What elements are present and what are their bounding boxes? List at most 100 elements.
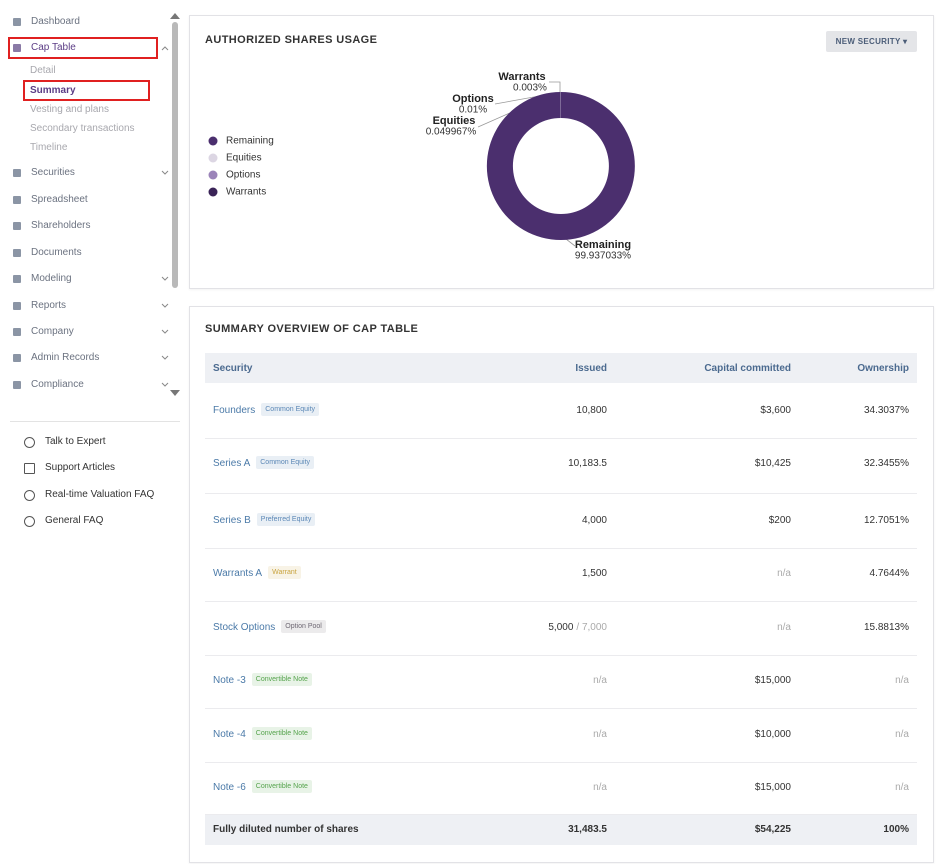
help-link[interactable]: Support Articles (45, 462, 116, 473)
table-cell: $15,000 (754, 782, 791, 793)
table-footer-bg (205, 815, 917, 845)
nav-icon (13, 169, 21, 177)
nav-item[interactable]: Company (31, 326, 74, 337)
slice-label: Remaining (575, 239, 631, 251)
slice-value: 0.003% (513, 83, 547, 94)
sub-nav-item[interactable]: Summary (30, 85, 76, 96)
security-tag: Preferred Equity (256, 513, 316, 526)
scroll-down[interactable] (169, 389, 181, 397)
security-link[interactable]: Founders (213, 405, 256, 416)
legend-swatch (208, 153, 218, 163)
security-link[interactable]: Note -3 (213, 675, 246, 686)
table-cell: n/a (895, 782, 909, 793)
security-tag: Common Equity (261, 403, 320, 416)
legend-swatch (208, 187, 218, 197)
security-link[interactable]: Warrants A (213, 568, 263, 579)
donut-chart: Remaining99.937033%Equities0.049967%Opti… (208, 71, 635, 262)
help-link[interactable]: General FAQ (45, 515, 104, 526)
row-divider (205, 761, 917, 763)
nav-item[interactable]: Reports (31, 300, 67, 311)
row-divider (205, 708, 917, 709)
row-divider (205, 601, 917, 602)
security-link[interactable]: Note -4 (213, 729, 246, 740)
help-icon (24, 437, 35, 448)
highlight-box (23, 80, 150, 101)
security-tag: Convertible Note (251, 673, 312, 686)
table-cell: $10,000 (754, 729, 791, 740)
table-cell: $15,000 (754, 675, 791, 686)
security-link[interactable]: Stock Options (213, 622, 276, 633)
security-tag: Convertible Note (251, 727, 312, 740)
chevron[interactable] (161, 170, 169, 176)
table-cell: n/a (593, 782, 607, 793)
slice-value: 99.937033% (575, 251, 631, 262)
table-cell: 12.7051% (863, 515, 909, 526)
scroll-up[interactable] (169, 12, 181, 20)
nav-icon (13, 302, 21, 310)
security-tag: Common Equity (256, 456, 315, 469)
help-link[interactable]: Talk to Expert (45, 436, 106, 447)
table-cell: 10,183.5 (568, 458, 607, 469)
security-tag: Option Pool (281, 620, 326, 633)
chevron[interactable] (161, 329, 169, 335)
slice-value: 0.049967% (426, 127, 477, 138)
legend-swatch (208, 136, 218, 146)
row-divider (205, 814, 917, 815)
nav-item[interactable]: Securities (31, 167, 75, 178)
chevron[interactable] (161, 382, 169, 388)
chevron[interactable] (161, 355, 169, 361)
table-cell: 31,483.5 (568, 824, 607, 835)
card-title: AUTHORIZED SHARES USAGE (205, 34, 378, 46)
table-title: SUMMARY OVERVIEW OF CAP TABLE (205, 323, 419, 335)
table-header-bg (205, 353, 917, 383)
nav-item[interactable]: Compliance (31, 379, 84, 390)
nav-item[interactable]: Admin Records (31, 352, 100, 363)
divider (10, 421, 180, 422)
chevron[interactable] (161, 303, 169, 309)
table-cell: n/a (777, 622, 791, 633)
help-icon (24, 516, 35, 527)
scrollbar[interactable] (172, 22, 178, 288)
security-link[interactable]: Note -6 (213, 782, 246, 793)
nav-item[interactable]: Shareholders (31, 220, 91, 231)
table-cell: $54,225 (754, 824, 791, 835)
total-label: Fully diluted number of shares (213, 824, 359, 835)
nav-item[interactable]: Modeling (31, 273, 72, 284)
chart-card (189, 15, 934, 289)
nav-item[interactable]: Spreadsheet (31, 194, 88, 205)
sub-nav-item[interactable]: Detail (30, 65, 56, 76)
slice-label: Equities (433, 115, 476, 127)
new-security-button[interactable]: NEW SECURITY ▾ (826, 31, 917, 52)
nav-icon (13, 328, 21, 336)
button-label: NEW SECURITY (835, 37, 901, 46)
table-cell: n/a (593, 675, 607, 686)
column-header: Ownership (857, 363, 909, 374)
nav-icon (13, 18, 21, 26)
donut-slice (486, 92, 635, 240)
chevron[interactable] (161, 276, 169, 282)
table-cell: n/a (895, 675, 909, 686)
nav-item[interactable]: Cap Table (31, 42, 76, 53)
chevron[interactable] (161, 45, 169, 51)
security-link[interactable]: Series B (213, 515, 251, 526)
sub-nav-item[interactable]: Vesting and plans (30, 104, 109, 115)
nav-item[interactable]: Documents (31, 247, 82, 258)
help-link[interactable]: Real-time Valuation FAQ (45, 489, 155, 500)
table-cell: n/a (895, 729, 909, 740)
security-tag: Convertible Note (251, 780, 312, 793)
table-cell: 34.3037% (863, 405, 909, 416)
security-tag: Warrant (268, 566, 301, 579)
table-cell: 5,000 (548, 622, 574, 633)
nav-icon (13, 44, 21, 52)
table-cell: 32.3455% (863, 458, 909, 469)
sub-nav-item[interactable]: Secondary transactions (30, 123, 135, 134)
table-cell: $200 (768, 515, 791, 526)
sub-nav-item[interactable]: Timeline (30, 142, 68, 153)
table-cell: $10,425 (754, 458, 791, 469)
row-divider (205, 437, 917, 439)
column-header: Capital committed (704, 363, 791, 374)
table-cell: / 7,000 (576, 622, 607, 633)
nav-icon (13, 222, 21, 230)
security-link[interactable]: Series A (213, 458, 251, 469)
nav-item[interactable]: Dashboard (31, 16, 80, 27)
